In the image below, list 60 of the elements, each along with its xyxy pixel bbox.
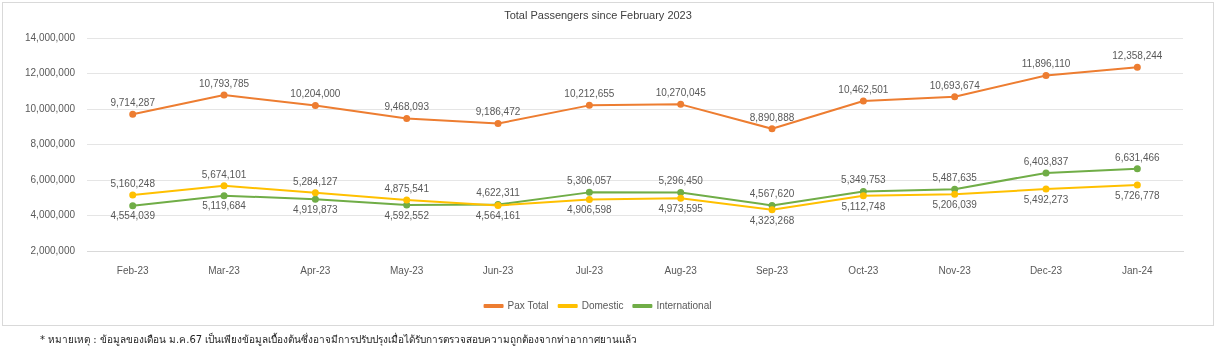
data-label: 11,896,110 — [1021, 58, 1071, 70]
data-label: 4,875,541 — [384, 182, 430, 194]
x-tick-label: Jan-24 — [1122, 264, 1154, 276]
data-label: 5,674,101 — [201, 168, 247, 180]
data-label: 5,349,753 — [841, 174, 887, 186]
data-label: 4,554,039 — [110, 210, 156, 222]
x-tick-label: May-23 — [390, 264, 424, 276]
x-tick-label: Dec-23 — [1029, 264, 1063, 276]
x-tick-label: Apr-23 — [300, 264, 331, 276]
data-label: 6,403,837 — [1023, 155, 1069, 167]
data-label: 9,186,472 — [475, 106, 521, 118]
legend-label: Domestic — [581, 299, 624, 311]
x-tick-label: Jun-23 — [482, 264, 514, 276]
y-tick-label: 6,000,000 — [30, 173, 76, 185]
data-label: 5,112,748 — [841, 200, 886, 212]
legend-label: Pax Total — [507, 299, 549, 311]
data-label: 9,468,093 — [384, 101, 430, 113]
data-label: 10,270,045 — [655, 87, 707, 99]
data-label: 4,567,620 — [749, 188, 795, 200]
x-tick-label: Oct-23 — [848, 264, 879, 276]
y-tick-label: 8,000,000 — [30, 138, 76, 150]
data-label: 5,306,057 — [567, 175, 613, 187]
data-label: 10,462,501 — [838, 83, 889, 95]
data-label: 12,358,244 — [1112, 50, 1163, 62]
y-tick-label: 12,000,000 — [24, 67, 76, 79]
data-label: 10,212,655 — [564, 88, 615, 100]
x-tick-label: Aug-23 — [664, 264, 698, 276]
data-label: 4,564,161 — [475, 210, 521, 222]
data-label: 4,919,873 — [293, 203, 339, 215]
x-tick-label: Jul-23 — [575, 264, 604, 276]
data-label: 8,890,888 — [749, 111, 795, 123]
data-label: 9,714,287 — [110, 96, 156, 108]
data-label: 5,726,778 — [1115, 189, 1161, 201]
data-label: 5,492,273 — [1023, 193, 1069, 205]
data-label: 4,973,595 — [658, 203, 704, 215]
data-label: 4,323,268 — [749, 214, 795, 226]
text: * หมายเหตุ : ข้อมูลของเดือน ม.ค.67 เป็นเพียงข้อมูลเบื้องต้นซึ่งอาจมีการปรับปรุงเมื่อได้รับการตรวจสอบความถูกต้องจากท่าอากาศยานแล้ว — [40, 332, 639, 347]
data-label: 4,906,598 — [567, 204, 613, 216]
data-label: 5,487,635 — [932, 171, 978, 183]
y-tick-label: 14,000,000 — [24, 31, 76, 43]
y-tick-label: 2,000,000 — [30, 244, 76, 256]
data-label: 5,284,127 — [293, 175, 339, 187]
x-tick-label: Feb-23 — [116, 264, 149, 276]
data-label: 5,296,450 — [658, 175, 704, 187]
data-label: 5,119,684 — [202, 200, 247, 212]
legend-label: International — [656, 299, 712, 311]
y-tick-label: 4,000,000 — [30, 209, 76, 221]
data-label: 4,592,552 — [384, 209, 430, 221]
data-label: 10,793,785 — [199, 77, 250, 89]
chart-title: Total Passengers since February 2023 — [504, 8, 692, 21]
x-tick-label: Mar-23 — [208, 264, 241, 276]
data-label: 6,631,466 — [1115, 151, 1161, 163]
data-label: 10,693,674 — [929, 79, 981, 91]
data-label: 5,206,039 — [932, 198, 978, 210]
x-tick-label: Nov-23 — [938, 264, 972, 276]
data-label: 10,204,000 — [290, 88, 341, 100]
data-label: 4,622,311 — [476, 187, 521, 199]
y-tick-label: 10,000,000 — [24, 102, 76, 114]
data-label: 5,160,248 — [110, 177, 156, 189]
x-tick-label: Sep-23 — [755, 264, 789, 276]
